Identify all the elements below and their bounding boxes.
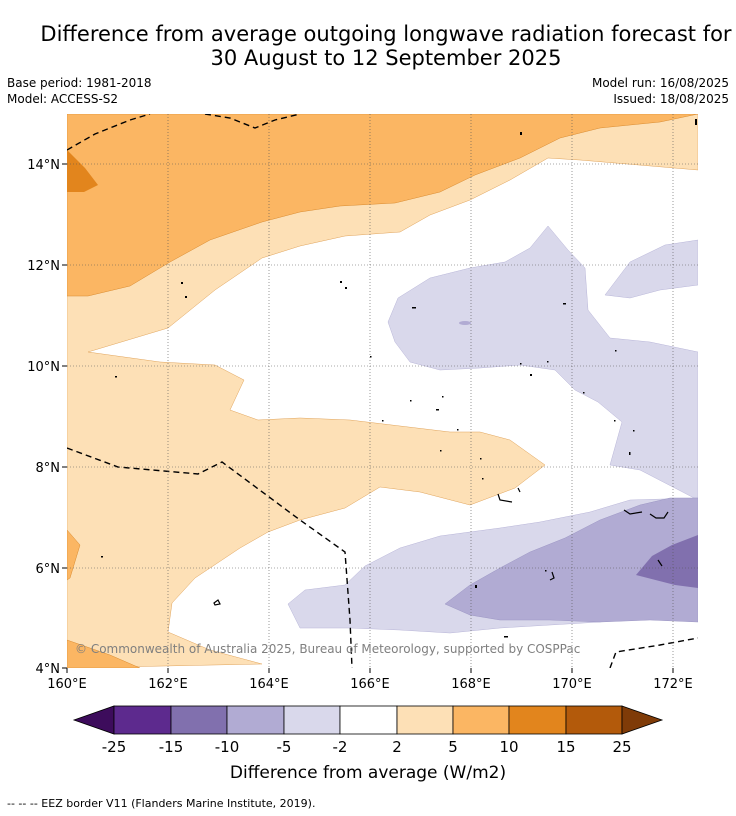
colorbar-label: -5 <box>277 738 292 756</box>
band-negative-5-10 <box>444 497 698 623</box>
axis-ticks <box>62 163 674 673</box>
band-positive-5-10-left <box>67 529 81 581</box>
colorbar-label: 10 <box>499 738 518 756</box>
colorbar-label: -10 <box>215 738 240 756</box>
colorbar-label: 25 <box>612 738 631 756</box>
model-name: Model: ACCESS-S2 <box>7 92 119 106</box>
colorbar-bin <box>508 705 567 735</box>
colorbar-bin <box>283 705 341 735</box>
colorbar-label: -2 <box>333 738 348 756</box>
title-line-1: Difference from average outgoing longwav… <box>40 22 732 46</box>
lon-label: 162°E <box>148 677 188 692</box>
colorbar-label: 5 <box>448 738 458 756</box>
colorbar-bin <box>452 705 510 735</box>
model-run: Model run: 16/08/2025 <box>591 76 729 90</box>
colorbar-extend-low <box>72 705 115 735</box>
lat-label: 6°N <box>36 562 61 577</box>
small-anomaly-patch <box>459 321 471 325</box>
map-title: Difference from average outgoing longwav… <box>0 22 736 70</box>
metadata-right: Model run: 16/08/2025 Issued: 18/08/2025 <box>592 75 729 107</box>
colorbar-bin <box>170 705 228 735</box>
lat-label: 14°N <box>27 158 60 173</box>
colorbar-bin <box>339 705 398 735</box>
lon-label: 172°E <box>653 677 693 692</box>
lat-label: 12°N <box>27 259 60 274</box>
colorbar-bin <box>396 705 454 735</box>
eez-legend-note: -- -- -- EEZ border V11 (Flanders Marine… <box>7 797 316 810</box>
lat-label: 8°N <box>36 461 61 476</box>
colorbar-label: 15 <box>556 738 575 756</box>
colorbar-title: Difference from average (W/m2) <box>230 763 506 783</box>
band-positive-10-15 <box>67 150 98 192</box>
copyright-text: © Commonwealth of Australia 2025, Bureau… <box>75 642 580 656</box>
title-line-2: 30 August to 12 September 2025 <box>210 46 562 70</box>
latitude-labels: 14°N 12°N 10°N 8°N 6°N 4°N <box>27 158 60 677</box>
lon-label: 170°E <box>552 677 592 692</box>
colorbar <box>72 705 664 735</box>
colorbar-bin <box>113 705 172 735</box>
band-negative-2-5-northeast <box>604 239 698 299</box>
colorbar-bin <box>565 705 623 735</box>
metadata-left: Base period: 1981-2018 Model: ACCESS-S2 <box>7 75 152 107</box>
colorbar-extend-high <box>621 705 664 735</box>
colorbar-label: -15 <box>159 738 184 756</box>
colorbar-label: 2 <box>392 738 402 756</box>
graticule <box>67 114 698 668</box>
band-negative-2-5-north <box>387 225 698 501</box>
lon-label: 160°E <box>47 677 87 692</box>
colorbar-bin <box>226 705 285 735</box>
base-period: Base period: 1981-2018 <box>7 76 152 90</box>
lon-label: 166°E <box>350 677 390 692</box>
band-negative-10-15 <box>636 535 698 588</box>
band-positive-2-5 <box>67 114 698 668</box>
lon-label: 164°E <box>249 677 289 692</box>
anomaly-field <box>67 114 698 668</box>
issued-date: Issued: 18/08/2025 <box>613 92 729 106</box>
colorbar-label: -25 <box>102 738 127 756</box>
longitude-labels: 160°E 162°E 164°E 166°E 168°E 170°E 172°… <box>47 677 693 692</box>
lat-label: 10°N <box>27 360 60 375</box>
colorbar-labels: -25 -15 -10 -5 -2 2 5 10 15 25 <box>102 738 632 756</box>
island-markers <box>101 119 697 638</box>
island-outlines <box>213 487 669 606</box>
lat-label: 4°N <box>36 662 61 677</box>
lon-label: 168°E <box>451 677 491 692</box>
band-positive-5-10-bottom <box>67 639 141 668</box>
band-positive-5-10 <box>67 114 698 297</box>
eez-border <box>67 114 698 668</box>
